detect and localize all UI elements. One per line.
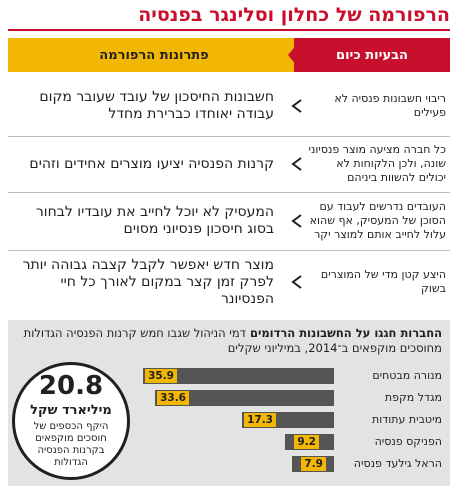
problem-text: היצע קטן מדי של המוצרים בשוק [320,268,446,295]
bar [155,390,334,406]
bar-value-label: 17.3 [244,413,276,427]
callout-number: 20.8 [38,371,104,401]
problems-header-label: הבעיות כיום [336,47,408,63]
chart-subtitle: דמי הניהול שגבו חמש קרנות הפנסיה הגדולות… [23,326,442,355]
bar-value-label: 9.2 [294,435,319,449]
bar-track: 33.6 [142,390,334,406]
problem-text: העובדים נדרשים לעבוד עם הסוכן של המעסיק,… [309,200,446,241]
bar-track: 35.9 [142,368,334,384]
bar-row: הראל גילעד פנסיה 7.9 [142,456,442,472]
header-arrow-icon [288,38,302,72]
chart-title: החברות חגגו על החשבונות הרדומים דמי הניה… [16,326,442,356]
page-title: הרפורמה של כחלון וסלינגר בפנסיה [138,4,450,26]
fees-chart-panel: החברות חגגו על החשבונות הרדומים דמי הניה… [8,320,450,486]
bar-value-label: 35.9 [145,369,177,383]
bar-track: 9.2 [142,434,334,450]
problems-header: הבעיות כיום [294,38,450,72]
solution-text: המעסיק לא יוכל לחייב את עובדיו לבחור בסו… [35,204,274,237]
title-divider [8,29,450,31]
row-divider [8,136,450,137]
comparison-row: ריבוי חשבונות פנסיה לא פעילים חשבונות הח… [8,78,450,134]
callout-unit: מיליארד שקל [30,403,112,418]
bar-category-label: מגדל מקפת [384,391,442,404]
bar-track: 7.9 [142,456,334,472]
bar [143,368,334,384]
callout-description: היקף הכספים של חוסכים מוקפאים בקרנות הפנ… [33,421,109,468]
bar-row: מיטבית עתודות 17.3 [142,412,442,428]
bar-row: הפניקס פנסיה 9.2 [142,434,442,450]
total-callout: 20.8 מיליארד שקל היקף הכספים של חוסכים מ… [12,362,130,480]
bar-category-label: הראל גילעד פנסיה [353,457,442,470]
bar-row: מנורה מבטחים 35.9 [142,368,442,384]
bar-category-label: מיטבית עתודות [372,413,442,426]
problem-text: ריבוי חשבונות פנסיה לא פעילים [334,92,446,119]
comparison-row: היצע קטן מדי של המוצרים בשוק מוצר חדש יא… [8,252,450,312]
problem-text: כל חברה מציעה מוצר פנסיוני שונה, ולכן הל… [308,143,446,184]
row-divider [8,192,450,193]
solutions-header-label: פתרונות הרפורמה [99,47,209,63]
bar-category-label: הפניקס פנסיה [374,435,442,448]
bar-row: מגדל מקפת 33.6 [142,390,442,406]
chevron-left-icon [290,275,304,289]
comparison-row: העובדים נדרשים לעבוד עם הסוכן של המעסיק,… [8,194,450,248]
solution-text: חשבונות החיסכון של עובד שעובר מקום עבודה… [39,89,274,122]
chevron-left-icon [290,157,304,171]
bar-value-label: 7.9 [301,457,326,471]
chevron-left-icon [290,99,304,113]
solutions-header: פתרונות הרפורמה [8,38,300,72]
bar-value-label: 33.6 [157,391,189,405]
bar-category-label: מנורה מבטחים [372,369,442,382]
comparison-row: כל חברה מציעה מוצר פנסיוני שונה, ולכן הל… [8,138,450,190]
chart-title-bold: החברות חגגו על החשבונות הרדומים [249,326,442,340]
solution-text: קרנות הפנסיה יציעו מוצרים אחידים וזהים [29,155,274,172]
row-divider [8,250,450,251]
chevron-left-icon [290,214,304,228]
solution-text: מוצר חדש יאפשר לקבל קצבה גבוהה יותר לפרק… [22,256,274,307]
bar-track: 17.3 [142,412,334,428]
